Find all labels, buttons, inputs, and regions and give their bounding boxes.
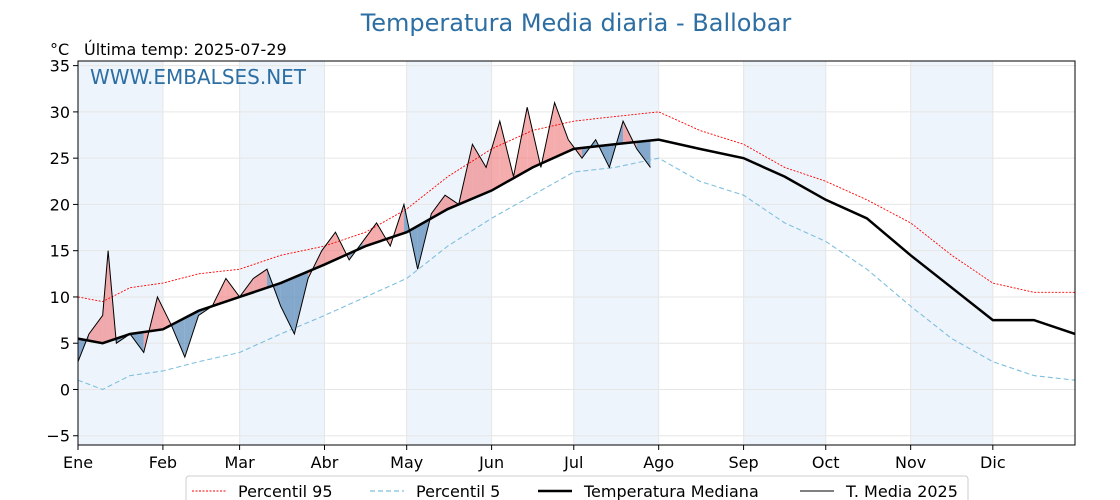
- legend-label-percentil-95: Percentil 95: [238, 482, 333, 500]
- plot-frame: [77, 60, 1076, 446]
- anomaly-fills: [78, 102, 651, 362]
- fill-below-median: [171, 317, 185, 358]
- month-band-jul: [573, 61, 659, 445]
- y-tick-label: 25: [50, 149, 70, 168]
- fill-above-median: [157, 296, 172, 331]
- month-band-mar: [239, 61, 325, 445]
- x-tick-label-dic: Dic: [980, 453, 1006, 472]
- series-lines: [77, 100, 1076, 391]
- y-tick-label: 35: [50, 57, 70, 76]
- line-percentil-5: [77, 157, 1076, 391]
- month-band-sep: [743, 61, 826, 445]
- fill-above-median: [362, 222, 377, 248]
- fill-above-median: [445, 195, 459, 211]
- unit-label: °C: [50, 40, 69, 59]
- fill-above-median: [225, 278, 240, 302]
- chart-title: Temperatura Media diaria - Ballobar: [360, 9, 792, 37]
- x-axis: Ene Feb Mar Abr May Jun Jul Ago Sep Oct Nov Dic: [63, 445, 1006, 472]
- x-tick-label-jun: Jun: [478, 453, 504, 472]
- watermark: WWW.EMBALSES.NET: [90, 65, 307, 89]
- fill-below-median: [280, 277, 295, 334]
- x-tick-label-mar: Mar: [225, 453, 256, 472]
- fill-above-median: [321, 232, 336, 266]
- month-bands: [78, 61, 993, 445]
- fill-above-median: [486, 121, 500, 193]
- x-tick-label-feb: Feb: [149, 453, 177, 472]
- month-band-ene: [78, 61, 163, 445]
- legend: Percentil 95 Percentil 5 Temperatura Media…: [185, 475, 969, 500]
- x-tick-label-oct: Oct: [812, 453, 840, 472]
- x-tick-label-sep: Sep: [729, 453, 759, 472]
- fill-above-median: [253, 269, 267, 293]
- x-tick-label-nov: Nov: [895, 453, 926, 472]
- legend-label-percentil-5: Percentil 5: [416, 482, 500, 500]
- y-tick-label: 0: [60, 380, 70, 399]
- legend-label-temperatura-mediana: Temperatura Mediana: [583, 482, 759, 500]
- line-percentil-95: [77, 111, 1075, 303]
- fill-above-median: [499, 121, 514, 186]
- x-tick-label-abr: Abr: [311, 453, 339, 472]
- x-tick-label-ago: Ago: [643, 453, 674, 472]
- y-tick-label: 20: [50, 195, 70, 214]
- y-tick-label: 30: [50, 103, 70, 122]
- last-temp-label: Última temp: 2025-07-29: [84, 40, 287, 59]
- fill-above-median: [554, 102, 569, 158]
- legend-label-t-media-2025: T. Media 2025: [845, 482, 958, 500]
- x-tick-label-may: May: [390, 453, 423, 472]
- y-tick-label: 15: [50, 242, 70, 261]
- y-axis: −5 0 5 10 15 20 25 30 35: [46, 57, 78, 446]
- y-tick-label: 10: [50, 288, 70, 307]
- fill-above-median: [88, 315, 103, 344]
- fill-above-median: [472, 144, 487, 199]
- line-temperatura-mediana: [77, 138, 1076, 345]
- y-tick-label: 5: [60, 334, 70, 353]
- line-t-media-2025: [77, 100, 651, 362]
- fill-above-median: [102, 250, 109, 344]
- x-tick-label-jul: Jul: [563, 453, 583, 472]
- y-tick-label: −5: [46, 427, 70, 446]
- legend-box: [185, 475, 969, 500]
- x-tick-label-ene: Ene: [63, 453, 93, 472]
- month-band-nov: [910, 61, 993, 445]
